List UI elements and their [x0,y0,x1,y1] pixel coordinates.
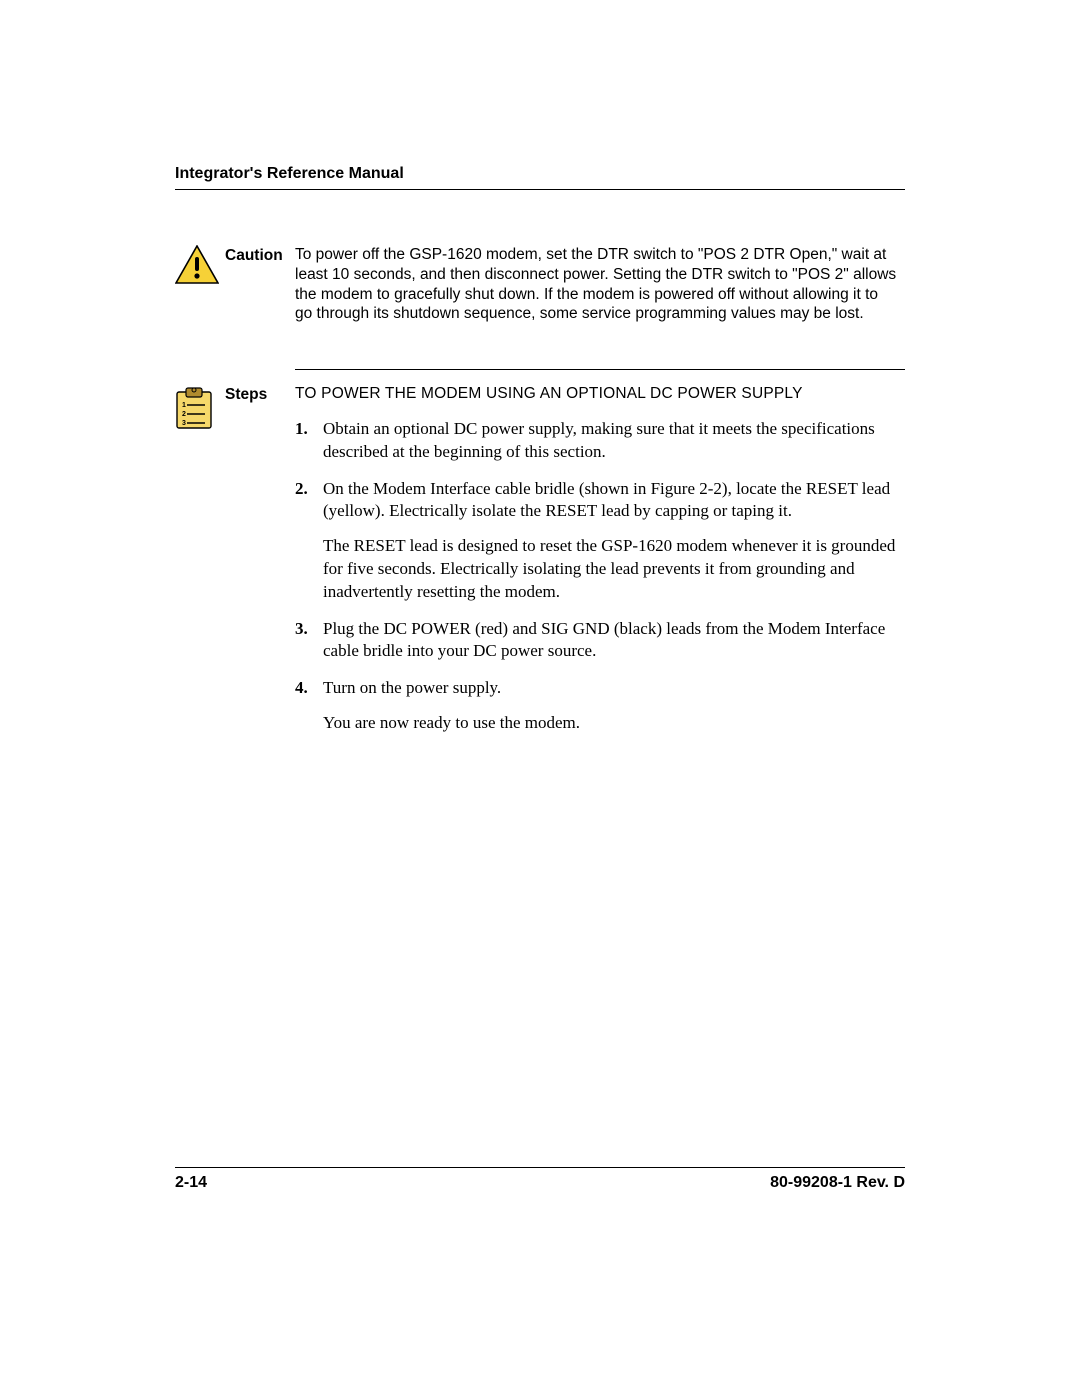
footer-row: 2-14 80-99208-1 Rev. D [175,1174,905,1192]
step-item: 3. Plug the DC POWER (red) and SIG GND (… [295,618,905,664]
page-number: 2-14 [175,1174,207,1192]
step-number: 1. [295,418,323,464]
steps-label: Steps [225,384,295,404]
step-text: Obtain an optional DC power supply, maki… [323,418,905,464]
step-text: Turn on the power supply. You are now re… [323,677,905,735]
steps-row: 1 2 3 Steps TO POWER THE MODEM USING AN … [175,384,905,748]
footer-rule [175,1167,905,1168]
step-number: 2. [295,478,323,604]
step-text-p1: On the Modem Interface cable bridle (sho… [323,479,890,521]
page: Integrator's Reference Manual Caution To… [0,0,1080,1397]
doc-id: 80-99208-1 Rev. D [770,1174,905,1192]
steps-rule [295,369,905,370]
steps-icon: 1 2 3 [175,386,213,430]
svg-text:3: 3 [182,420,186,427]
svg-text:1: 1 [182,402,186,409]
caution-block: Caution To power off the GSP-1620 modem,… [175,245,905,324]
steps-icon-cell: 1 2 3 [175,384,225,435]
step-text-p2: The RESET lead is designed to reset the … [323,535,905,603]
step-item: 2. On the Modem Interface cable bridle (… [295,478,905,604]
step-number: 4. [295,677,323,735]
step-text-p1: Turn on the power supply. [323,678,501,697]
caution-text: To power off the GSP-1620 modem, set the… [295,245,905,324]
step-text-p2: You are now ready to use the modem. [323,712,905,735]
steps-list: 1. Obtain an optional DC power supply, m… [295,418,905,734]
steps-block: 1 2 3 Steps TO POWER THE MODEM USING AN … [175,369,905,748]
caution-icon-cell [175,245,225,290]
header-rule [175,189,905,190]
step-number: 3. [295,618,323,664]
caution-label: Caution [225,245,295,265]
footer: 2-14 80-99208-1 Rev. D [175,1167,905,1192]
steps-rule-wrap [295,369,905,370]
steps-text-col: TO POWER THE MODEM USING AN OPTIONAL DC … [295,384,905,748]
step-item: 1. Obtain an optional DC power supply, m… [295,418,905,464]
caution-icon [175,245,219,285]
running-header: Integrator's Reference Manual [175,165,905,183]
step-text: On the Modem Interface cable bridle (sho… [323,478,905,604]
svg-text:2: 2 [182,411,186,418]
steps-title: TO POWER THE MODEM USING AN OPTIONAL DC … [295,384,905,404]
step-item: 4. Turn on the power supply. You are now… [295,677,905,735]
step-text: Plug the DC POWER (red) and SIG GND (bla… [323,618,905,664]
